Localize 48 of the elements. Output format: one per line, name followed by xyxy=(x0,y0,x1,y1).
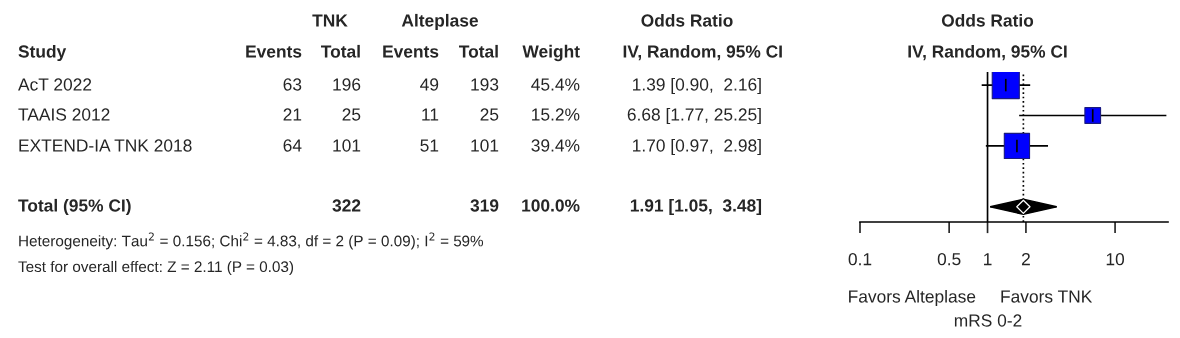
chart-title: Odds Ratio xyxy=(941,13,1034,27)
text: AcT 2022 xyxy=(18,78,92,91)
text: 51 xyxy=(420,139,439,152)
x-tick-label: 0.5 xyxy=(937,253,961,266)
text: 49 xyxy=(420,78,439,91)
text: 1.91 [1.05, 3.48] xyxy=(630,198,762,216)
text: 101 xyxy=(471,139,499,152)
text: 63 xyxy=(283,78,302,91)
text: TAAIS 2012 xyxy=(18,108,110,121)
text: 25 xyxy=(342,108,361,121)
x-tick-label: 0.1 xyxy=(848,253,872,266)
text: Favors Alteplase xyxy=(849,289,976,307)
text: 193 xyxy=(471,78,499,91)
text: Odds Ratio xyxy=(641,13,733,27)
text: 39.4% xyxy=(531,139,580,152)
text: Heterogeneity: Tau$^{2}$ = 0.156; Chi$^{2}$ = 4.83, df = 2 (P = 0.09); I$^{2}$ = 59% xyxy=(19,232,484,250)
text: Total xyxy=(459,44,498,58)
text: Test for overall effect: Z = 2.11 (P = 0.03) xyxy=(18,260,294,276)
text: Favors TNK xyxy=(1001,290,1093,303)
text: 1.70 [0.97, 2.98] xyxy=(633,138,761,156)
x-tick-label: 1 xyxy=(984,253,992,266)
text: TNK xyxy=(312,14,348,27)
x-axis-title: mRS 0-2 xyxy=(954,314,1022,327)
text: 25 xyxy=(480,108,499,121)
text: 11 xyxy=(422,108,439,121)
text: Total (95% CI) xyxy=(18,198,131,216)
text: 100.0% xyxy=(522,199,580,212)
text: EXTEND-IA TNK 2018 xyxy=(19,139,192,152)
text: 101 xyxy=(333,139,361,152)
text: 319 xyxy=(470,199,499,212)
text: 45.4% xyxy=(531,78,580,91)
text: 1.39 [0.90, 2.16] xyxy=(633,77,761,95)
text: 322 xyxy=(332,199,361,212)
text: 6.68 [1.77, 25.25] xyxy=(627,107,761,125)
text: Total xyxy=(321,44,360,58)
x-tick-label: 2 xyxy=(1021,253,1030,266)
text: 196 xyxy=(333,78,361,91)
x-tick-label: 10 xyxy=(1106,253,1125,266)
chart-subtitle: IV, Random, 95% CI xyxy=(908,44,1067,61)
text: 64 xyxy=(283,139,302,152)
text: 21 xyxy=(283,108,302,121)
text: Alteplase xyxy=(401,13,479,31)
text: Study xyxy=(18,44,67,62)
text: Events xyxy=(246,45,302,58)
text: Weight xyxy=(522,44,580,62)
text: Events xyxy=(383,45,439,58)
text: 15.2% xyxy=(532,108,580,121)
text: IV, Random, 95% CI xyxy=(623,44,782,61)
